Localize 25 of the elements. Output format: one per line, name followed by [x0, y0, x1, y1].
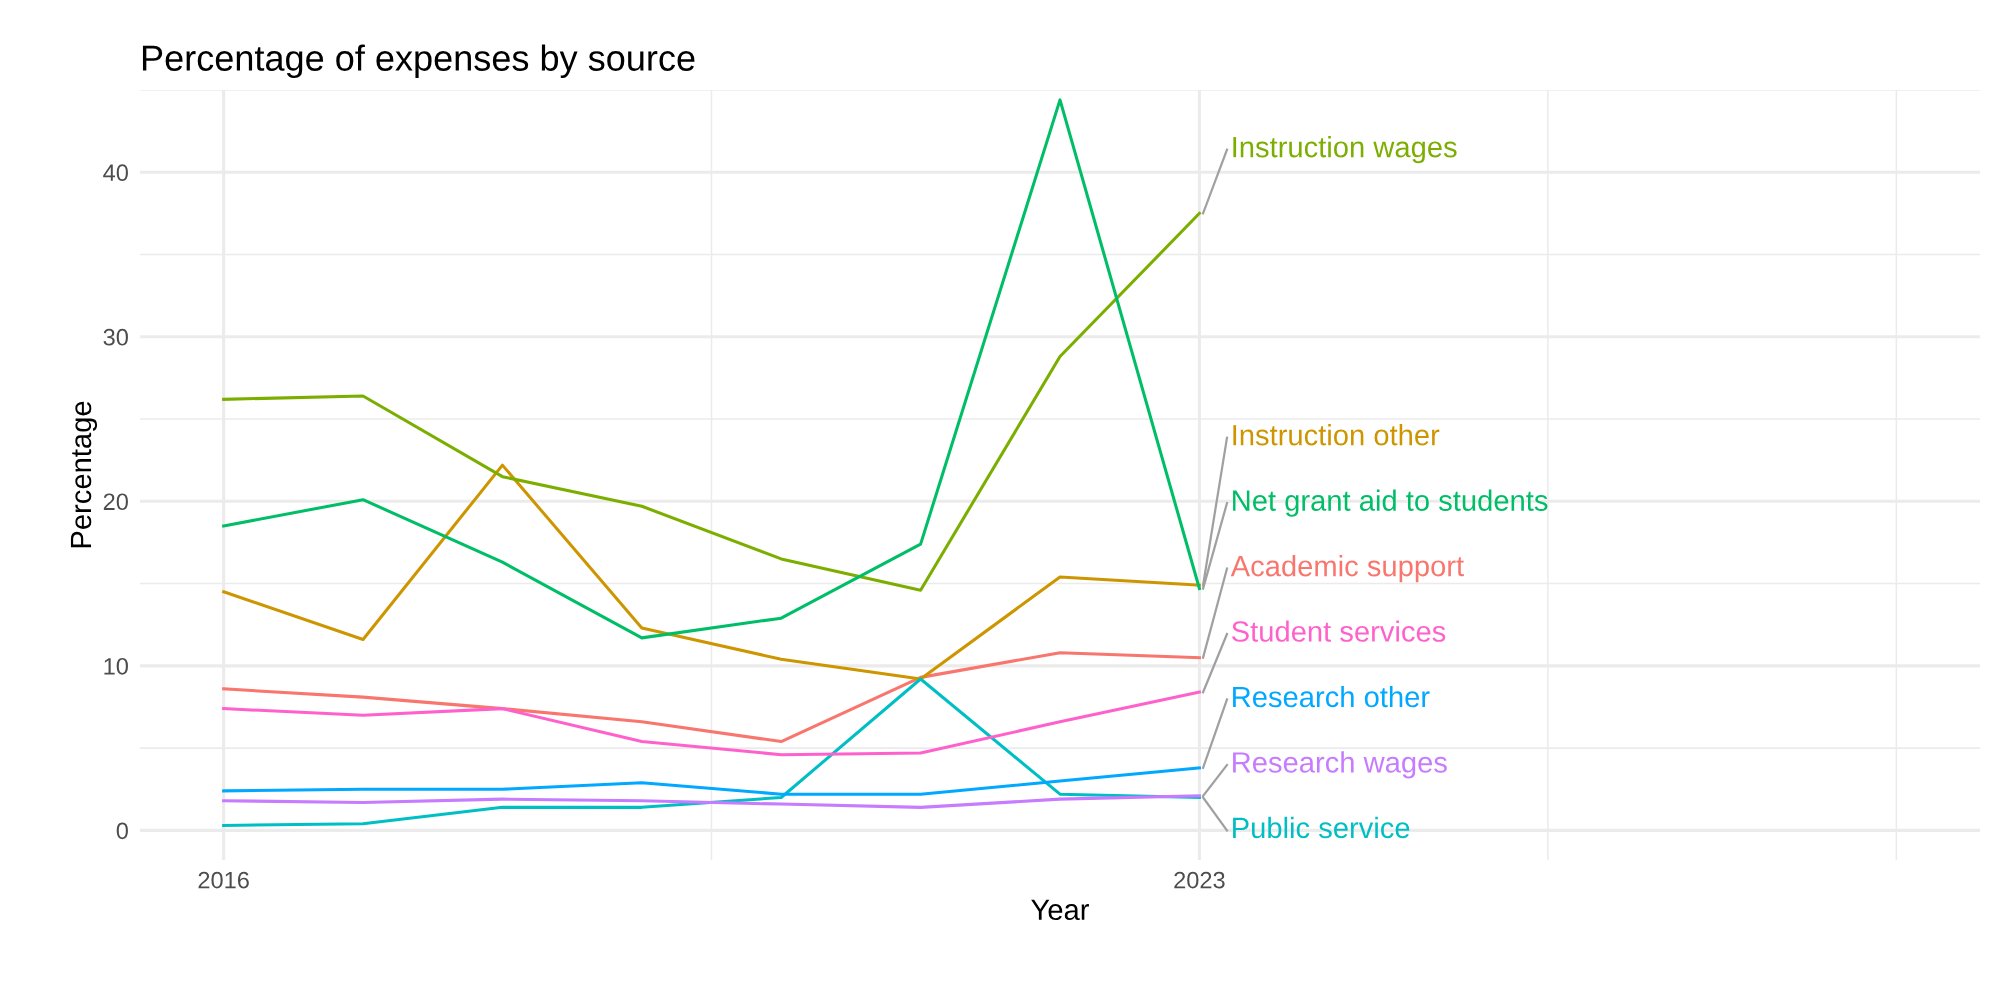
y-tick-label: 0	[116, 822, 128, 840]
y-axis-title: Percentage	[70, 401, 98, 548]
x-axis-title: Year	[1031, 899, 1089, 921]
line-series	[222, 766, 1201, 796]
series-label: Public service	[1233, 816, 1410, 839]
y-tick-label: 10	[104, 657, 128, 675]
text: Instruction wages	[1233, 136, 1457, 164]
y-tick-label: 30	[103, 328, 128, 346]
text: Instruction other	[1233, 424, 1440, 446]
line-series	[222, 463, 1201, 681]
line-series	[222, 651, 1201, 744]
text: Academic support	[1230, 554, 1464, 583]
series-label: Research wages	[1233, 751, 1447, 779]
line-series	[222, 794, 1201, 809]
y-tick-label: 20	[103, 493, 128, 511]
text: Student services	[1232, 620, 1446, 642]
x-tick-label: 2016	[198, 871, 249, 889]
line-series	[222, 690, 1201, 757]
text: Research other	[1233, 685, 1430, 708]
line-series	[222, 98, 1201, 640]
y-tick-label: 40	[103, 164, 128, 182]
series-label: Net grant aid to students	[1233, 489, 1548, 517]
x-tick-label: 2023	[1174, 871, 1225, 889]
chart-title: Percentage of expenses by source	[142, 44, 695, 79]
line-series	[222, 211, 1201, 592]
